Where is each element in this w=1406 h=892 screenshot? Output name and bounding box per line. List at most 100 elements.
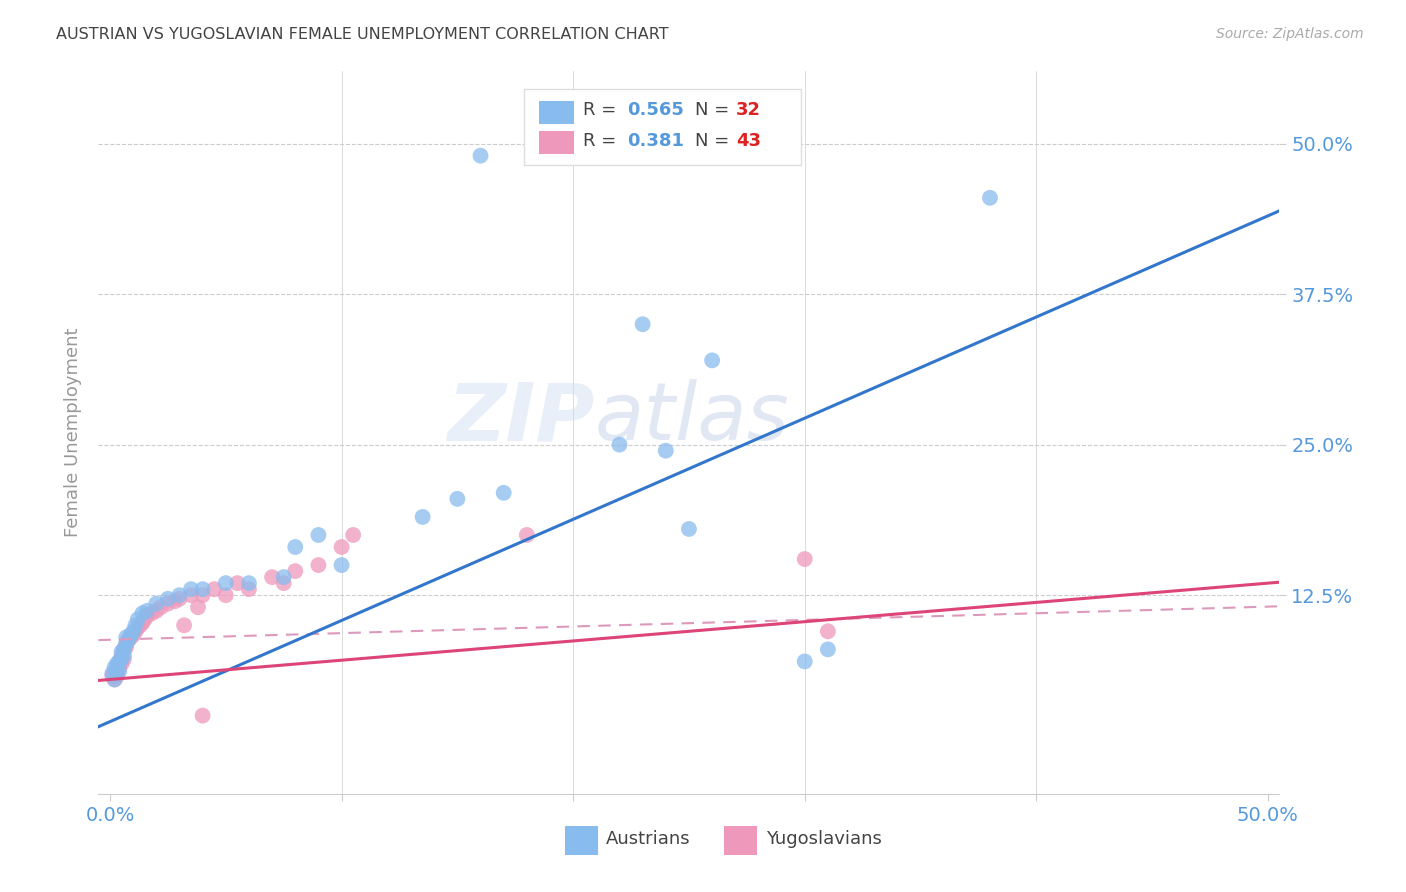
Point bbox=[793, 655, 815, 669]
Point bbox=[307, 528, 329, 542]
Point bbox=[678, 522, 700, 536]
Point bbox=[238, 582, 260, 597]
Point bbox=[124, 624, 146, 639]
Point bbox=[141, 607, 163, 621]
Point bbox=[104, 673, 127, 687]
Point bbox=[202, 582, 225, 597]
Point bbox=[108, 660, 131, 674]
Text: atlas: atlas bbox=[595, 379, 789, 458]
Point bbox=[516, 528, 538, 542]
Point bbox=[105, 657, 128, 671]
Point bbox=[110, 657, 132, 671]
Point bbox=[105, 669, 128, 683]
Point bbox=[492, 485, 515, 500]
Bar bbox=[538, 101, 575, 124]
Point bbox=[446, 491, 468, 506]
Point bbox=[793, 552, 815, 566]
Point bbox=[131, 607, 153, 621]
Point bbox=[120, 628, 142, 642]
Point bbox=[173, 618, 195, 632]
Point bbox=[238, 576, 260, 591]
Point bbox=[330, 558, 353, 573]
Point bbox=[120, 630, 142, 644]
Point bbox=[307, 558, 329, 573]
Point bbox=[115, 640, 138, 654]
Point bbox=[169, 591, 191, 606]
Point bbox=[169, 588, 191, 602]
Text: AUSTRIAN VS YUGOSLAVIAN FEMALE UNEMPLOYMENT CORRELATION CHART: AUSTRIAN VS YUGOSLAVIAN FEMALE UNEMPLOYM… bbox=[56, 27, 669, 42]
Point bbox=[330, 540, 353, 554]
Point bbox=[156, 597, 179, 611]
Point bbox=[101, 666, 124, 681]
Point bbox=[273, 576, 295, 591]
Point bbox=[817, 624, 839, 639]
Point bbox=[149, 600, 172, 615]
Point bbox=[215, 576, 238, 591]
Point bbox=[631, 318, 654, 332]
Point bbox=[187, 600, 209, 615]
Point bbox=[122, 624, 145, 639]
Point bbox=[110, 652, 132, 666]
Point bbox=[101, 669, 124, 683]
Point bbox=[145, 597, 167, 611]
Point bbox=[115, 636, 138, 650]
Point bbox=[412, 510, 434, 524]
Point bbox=[129, 618, 152, 632]
Text: N =: N = bbox=[695, 132, 735, 151]
Y-axis label: Female Unemployment: Female Unemployment bbox=[65, 328, 83, 537]
Point bbox=[112, 642, 135, 657]
Bar bbox=[565, 826, 598, 855]
Text: R =: R = bbox=[582, 132, 621, 151]
Point bbox=[655, 443, 678, 458]
Point bbox=[979, 191, 1001, 205]
Text: ZIP: ZIP bbox=[447, 379, 595, 458]
Point bbox=[127, 612, 149, 626]
Point bbox=[122, 628, 145, 642]
Point bbox=[145, 604, 167, 618]
Point bbox=[115, 636, 138, 650]
Point bbox=[124, 618, 146, 632]
Point bbox=[262, 570, 284, 584]
Point bbox=[104, 660, 127, 674]
Point bbox=[226, 576, 249, 591]
Point bbox=[108, 664, 131, 678]
Point bbox=[105, 664, 128, 678]
Point bbox=[163, 594, 186, 608]
Point bbox=[284, 564, 307, 578]
Point bbox=[156, 591, 179, 606]
Bar bbox=[538, 131, 575, 154]
FancyBboxPatch shape bbox=[523, 89, 801, 165]
Point bbox=[284, 540, 307, 554]
Point bbox=[700, 353, 723, 368]
Point bbox=[180, 588, 202, 602]
Point bbox=[104, 673, 127, 687]
Point bbox=[215, 588, 238, 602]
Point bbox=[110, 645, 132, 659]
Text: Source: ZipAtlas.com: Source: ZipAtlas.com bbox=[1216, 27, 1364, 41]
Text: R =: R = bbox=[582, 101, 621, 119]
Point bbox=[115, 630, 138, 644]
Point bbox=[470, 149, 492, 163]
Text: 0.381: 0.381 bbox=[627, 132, 685, 151]
Point bbox=[273, 570, 295, 584]
Point bbox=[609, 438, 631, 452]
Text: Yugoslavians: Yugoslavians bbox=[766, 830, 882, 848]
Point bbox=[108, 655, 131, 669]
Point bbox=[134, 612, 156, 626]
Point bbox=[817, 642, 839, 657]
Point bbox=[108, 655, 131, 669]
Point bbox=[342, 528, 364, 542]
Point bbox=[191, 582, 214, 597]
Point bbox=[191, 588, 214, 602]
Point bbox=[112, 642, 135, 657]
Point bbox=[191, 708, 214, 723]
Point bbox=[105, 666, 128, 681]
Text: 0.565: 0.565 bbox=[627, 101, 685, 119]
Point bbox=[117, 632, 139, 647]
Text: Austrians: Austrians bbox=[606, 830, 690, 848]
Bar bbox=[724, 826, 758, 855]
Point bbox=[112, 652, 135, 666]
Point bbox=[180, 582, 202, 597]
Text: 43: 43 bbox=[737, 132, 761, 151]
Point bbox=[136, 608, 159, 623]
